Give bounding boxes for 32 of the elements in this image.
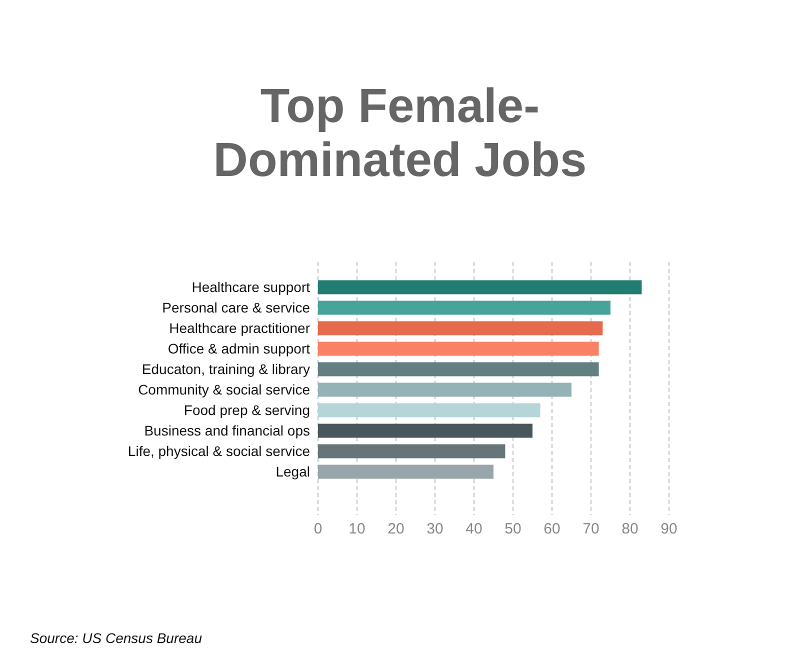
x-tick-label: 80 bbox=[622, 520, 638, 538]
y-tick-label: Educaton, training & library bbox=[142, 361, 310, 378]
y-tick-label: Food prep & serving bbox=[184, 402, 310, 418]
x-tick-label: 10 bbox=[348, 520, 366, 538]
y-tick-label: Life, physical & social service bbox=[128, 443, 310, 460]
bar bbox=[318, 382, 572, 397]
x-tick-label: 40 bbox=[466, 520, 482, 538]
bar bbox=[318, 362, 599, 376]
x-tick-label: 20 bbox=[388, 520, 404, 538]
chart-title: Top Female- Dominated Jobs bbox=[212, 80, 588, 188]
y-tick-label: Office & admin support bbox=[168, 340, 310, 357]
bar bbox=[318, 403, 540, 418]
bar bbox=[318, 464, 494, 479]
x-tick-label: 70 bbox=[582, 520, 600, 538]
y-tick-label: Healthcare support bbox=[192, 279, 310, 296]
bar bbox=[318, 280, 642, 294]
x-tick-label: 0 bbox=[314, 520, 322, 538]
x-tick-label: 30 bbox=[426, 520, 444, 538]
y-tick-label: Legal bbox=[276, 464, 310, 480]
x-tick-label: 50 bbox=[504, 520, 522, 538]
y-tick-label: Healthcare practitioner bbox=[169, 320, 310, 336]
y-tick-label: Personal care & service bbox=[162, 300, 310, 316]
y-tick-label: Business and financial ops bbox=[144, 422, 310, 439]
bar bbox=[318, 342, 599, 356]
x-tick-label: 60 bbox=[544, 520, 560, 538]
y-tick-label: Community & social service bbox=[138, 382, 310, 398]
bar bbox=[318, 321, 603, 336]
source-note: Source: US Census Bureau bbox=[30, 630, 202, 646]
bar bbox=[318, 424, 532, 438]
x-tick-label: 90 bbox=[660, 520, 678, 538]
bar bbox=[318, 444, 506, 458]
bar bbox=[318, 300, 610, 315]
